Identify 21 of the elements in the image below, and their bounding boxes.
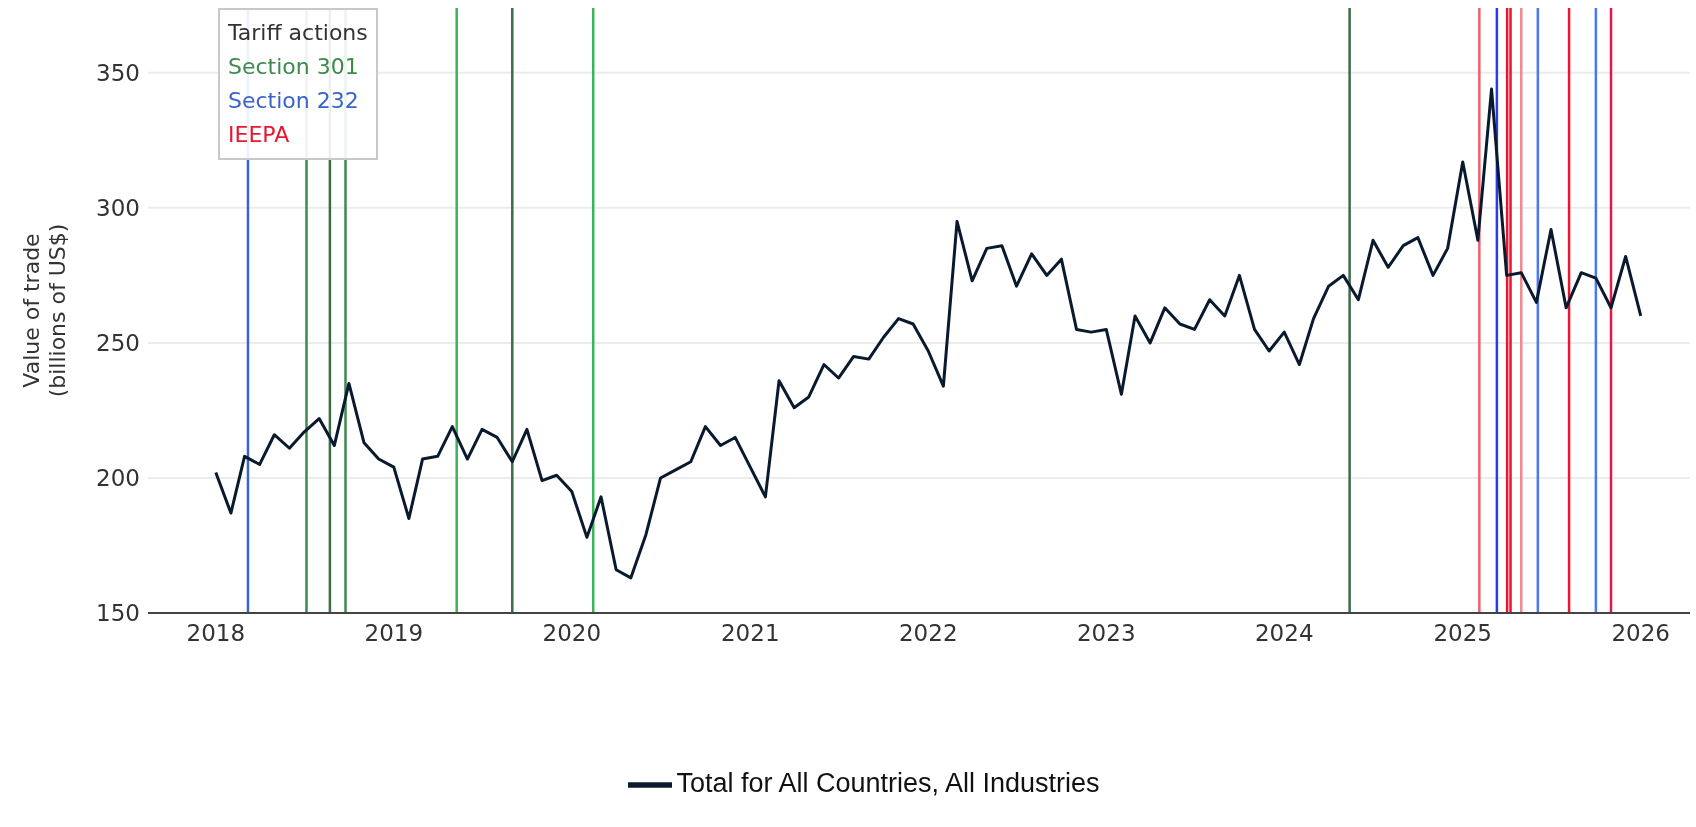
y-tick-label: 150 [96,600,140,627]
line-series [214,87,1643,580]
x-tick-label: 2019 [364,620,424,647]
x-tick-label: 2025 [1433,620,1493,647]
legend-label: Total for All Countries, All Industries [676,768,1100,799]
x-tick-label: 2020 [542,620,602,647]
annotation: IEEPA [228,121,291,149]
annotation: Section 232 [228,87,360,115]
x-tick-label: 2023 [1076,620,1136,647]
x-tick-label: 2026 [1611,620,1671,647]
y-axis-title: Value of trade (billions of US$) [19,223,70,398]
y-tick-label: 300 [96,195,140,222]
x-tick-label: 2021 [720,620,780,647]
y-tick-label: 200 [96,465,140,492]
y-tick-label: 250 [96,330,140,357]
x-tick-label: 2024 [1254,620,1314,647]
annotation: Section 301 [228,53,360,81]
x-tick-label: 2018 [186,620,246,647]
annotation: Tariff actions [228,19,368,47]
x-tick-label: 2022 [898,620,958,647]
y-tick-label: 350 [96,59,140,86]
